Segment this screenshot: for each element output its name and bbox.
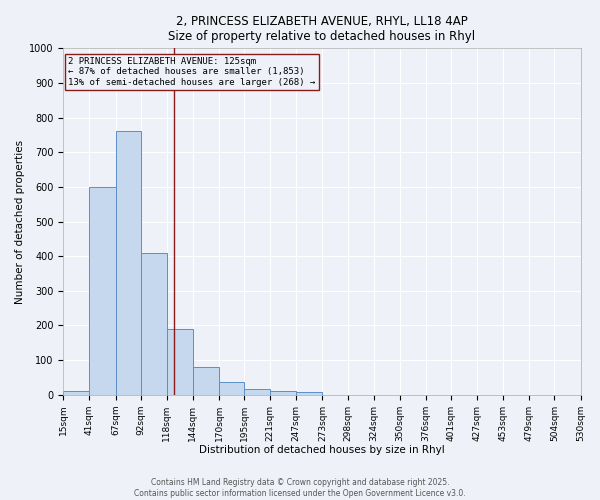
Text: Contains HM Land Registry data © Crown copyright and database right 2025.
Contai: Contains HM Land Registry data © Crown c… (134, 478, 466, 498)
X-axis label: Distribution of detached houses by size in Rhyl: Distribution of detached houses by size … (199, 445, 445, 455)
Y-axis label: Number of detached properties: Number of detached properties (15, 140, 25, 304)
Bar (141, 252, 167, 394)
Bar (296, 392, 322, 394)
Bar (116, 132, 141, 394)
Bar (64, 392, 89, 394)
Bar (270, 392, 296, 394)
Bar (89, 187, 116, 394)
Title: 2, PRINCESS ELIZABETH AVENUE, RHYL, LL18 4AP
Size of property relative to detach: 2, PRINCESS ELIZABETH AVENUE, RHYL, LL18… (169, 15, 476, 43)
Bar (167, 329, 193, 394)
Bar (219, 382, 244, 394)
Bar (193, 367, 219, 394)
Bar (244, 388, 270, 394)
Text: 2 PRINCESS ELIZABETH AVENUE: 125sqm
← 87% of detached houses are smaller (1,853): 2 PRINCESS ELIZABETH AVENUE: 125sqm ← 87… (68, 57, 316, 87)
